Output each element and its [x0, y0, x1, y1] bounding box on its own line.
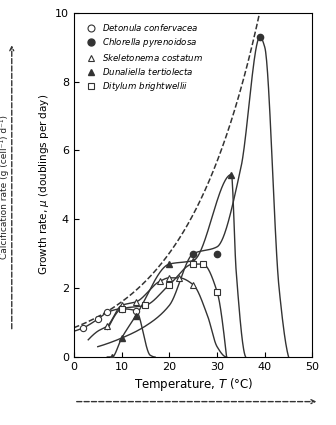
- Text: Calcification rate (g (cell⁻¹) d⁻¹): Calcification rate (g (cell⁻¹) d⁻¹): [0, 115, 8, 259]
- Y-axis label: Growth rate, $\mu$ (doublings per day): Growth rate, $\mu$ (doublings per day): [37, 94, 51, 275]
- X-axis label: Temperature, $T$ (°C): Temperature, $T$ (°C): [133, 376, 253, 393]
- Legend: $\it{Detonula}$ $\it{confervacea}$, $\it{Chlorella}$ $\it{pyrenoidosa}$, $\it{Sk: $\it{Detonula}$ $\it{confervacea}$, $\it…: [81, 20, 205, 95]
